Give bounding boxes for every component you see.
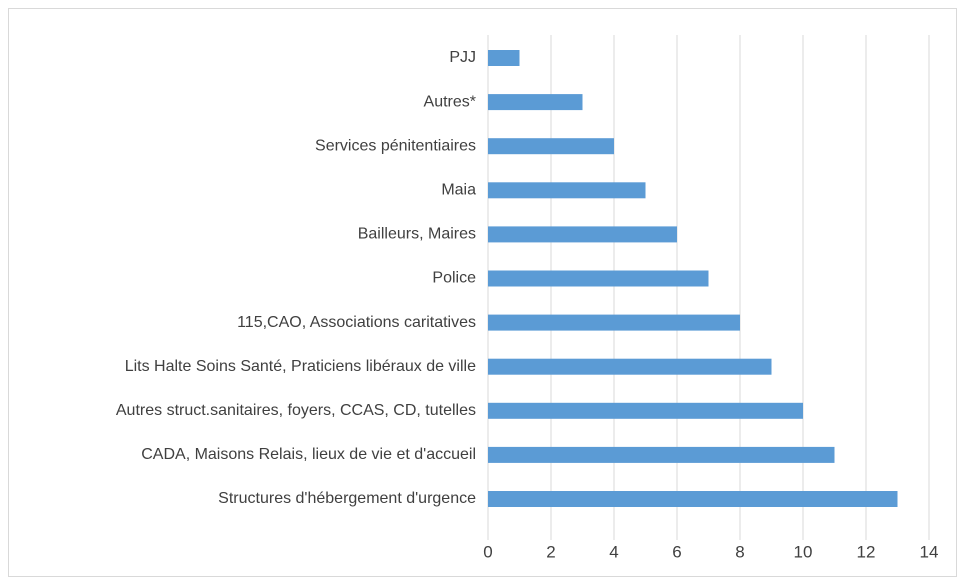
chart-frame (8, 8, 957, 577)
y-tick-label: Structures d'hébergement d'urgence (218, 490, 476, 507)
bar (488, 50, 520, 66)
y-tick-label: Bailleurs, Maires (358, 226, 476, 243)
x-tick-label: 0 (483, 542, 492, 561)
bar (488, 182, 646, 199)
x-tick-label: 10 (794, 542, 813, 561)
y-tick-label: CADA, Maisons Relais, lieux de vie et d'… (141, 446, 476, 463)
bar (488, 314, 740, 331)
y-tick-label: Autres* (424, 93, 476, 110)
y-tick-label: Lits Halte Soins Santé, Praticiens libér… (125, 358, 476, 375)
y-tick-label: Police (432, 270, 476, 287)
x-tick-label: 14 (920, 542, 939, 561)
x-tick-label: 12 (857, 542, 876, 561)
bar (488, 270, 709, 287)
bar (488, 402, 803, 419)
x-tick-label: 6 (672, 542, 681, 561)
x-tick-label: 2 (546, 542, 555, 561)
y-tick-label: 115,CAO, Associations caritatives (237, 314, 476, 331)
bar (488, 226, 677, 243)
bar (488, 94, 583, 111)
bar (488, 358, 772, 375)
y-tick-label: Services pénitentiaires (315, 137, 476, 154)
bar (488, 491, 898, 507)
x-tick-label: 4 (609, 542, 618, 561)
bar (488, 138, 614, 155)
bar (488, 446, 835, 463)
x-tick-label: 8 (735, 542, 744, 561)
y-tick-label: Autres struct.sanitaires, foyers, CCAS, … (116, 402, 476, 419)
y-tick-label: Maia (441, 182, 476, 199)
y-tick-label: PJJ (449, 49, 476, 66)
